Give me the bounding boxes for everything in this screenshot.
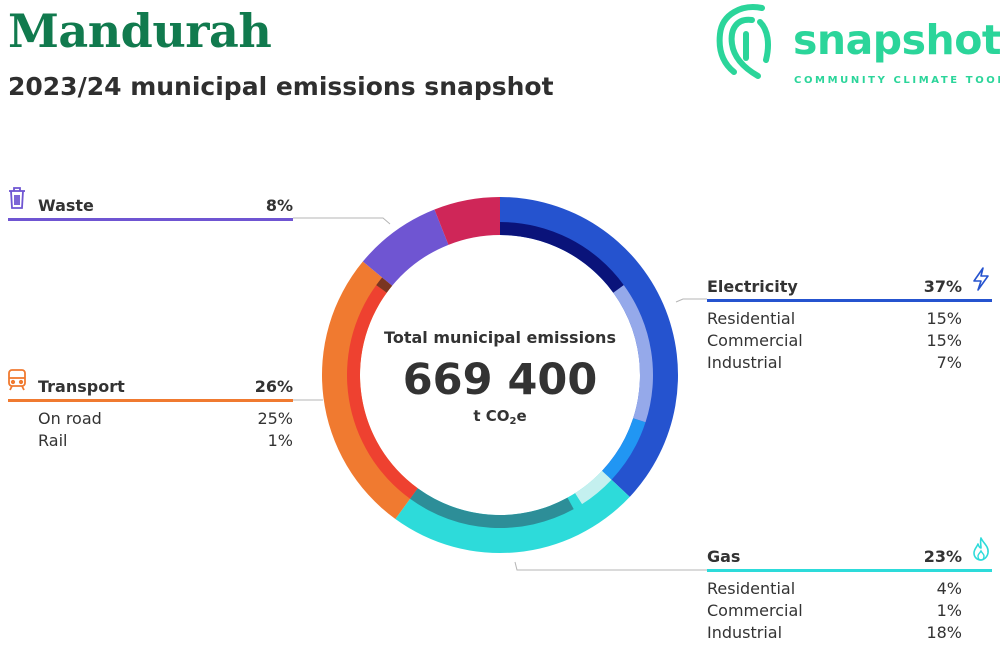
- connector-waste: [293, 217, 391, 225]
- sub-name: Commercial: [707, 601, 803, 620]
- legend-transport-bar: [8, 399, 293, 402]
- legend-electricity-bar: [707, 299, 992, 302]
- train-icon: [8, 369, 26, 391]
- legend-waste-percent: 8%: [265, 196, 293, 215]
- subslice-gas-residential: [575, 470, 612, 505]
- slice-transport: [321, 261, 418, 520]
- center-label: Total municipal emissions: [360, 328, 640, 347]
- legend-electricity: Electricity 37% Residential 15% Commerci…: [707, 277, 992, 374]
- center-value: 669 400: [360, 355, 640, 405]
- legend-electricity-sub-commercial: Commercial 15%: [707, 330, 992, 352]
- subslice-transport-on-road: [347, 285, 418, 499]
- legend-transport: Transport 26% On road 25% Rail 1%: [8, 377, 293, 452]
- sub-name: On road: [38, 409, 102, 428]
- slice-other: [434, 197, 500, 245]
- sub-name: Industrial: [707, 623, 783, 642]
- center-label-text: Total municipal emissions: [384, 328, 616, 347]
- sub-name: Rail: [38, 431, 68, 450]
- legend-gas: Gas 23% Residential 4% Commercial 1% Ind…: [707, 547, 992, 644]
- legend-transport-sub-onroad: On road 25%: [8, 408, 293, 430]
- subslice-electricity-industrial: [602, 418, 646, 480]
- sub-percent: 15%: [926, 309, 962, 328]
- subslice-gas-commercial: [567, 493, 582, 510]
- logo-tagline: COMMUNITY CLIMATE TOOL: [794, 75, 1000, 86]
- legend-gas-bar: [707, 569, 992, 572]
- legend-transport-name: Transport: [38, 377, 125, 396]
- legend-electricity-sub-residential: Residential 15%: [707, 308, 992, 330]
- legend-electricity-sub-industrial: Industrial 7%: [707, 352, 992, 374]
- center-unit: t CO2e: [360, 406, 640, 427]
- sub-name: Industrial: [707, 353, 783, 372]
- slice-waste: [362, 209, 449, 286]
- sub-percent: 25%: [257, 409, 293, 428]
- sub-percent: 7%: [936, 353, 962, 372]
- legend-waste-name: Waste: [38, 196, 94, 215]
- sub-name: Commercial: [707, 331, 803, 350]
- legend-waste: Waste 8%: [8, 196, 293, 227]
- flame-icon: [973, 537, 989, 561]
- page-title: Mandurah: [8, 4, 272, 58]
- trash-icon: [9, 187, 25, 209]
- sub-percent: 4%: [936, 579, 962, 598]
- subslice-transport-rail: [376, 277, 393, 293]
- page-subtitle: 2023/24 municipal emissions snapshot: [8, 72, 554, 101]
- sub-percent: 1%: [936, 601, 962, 620]
- unit-subscript: 2: [509, 416, 517, 427]
- slice-gas: [395, 470, 630, 553]
- legend-gas-percent: 23%: [923, 547, 962, 566]
- unit-tail: e: [516, 407, 527, 425]
- subslice-gas-industrial: [410, 488, 574, 528]
- connector-gas: [514, 561, 707, 571]
- legend-gas-sub-residential: Residential 4%: [707, 578, 992, 600]
- legend-electricity-name: Electricity: [707, 277, 798, 296]
- sub-name: Residential: [707, 579, 796, 598]
- subslice-electricity-commercial: [613, 285, 653, 423]
- connector-electricity: [675, 298, 707, 303]
- legend-transport-sub-rail: Rail 1%: [8, 430, 293, 452]
- center-value-text: 669 400: [402, 355, 598, 405]
- sub-percent: 18%: [926, 623, 962, 642]
- legend-gas-sub-commercial: Commercial 1%: [707, 600, 992, 622]
- legend-electricity-percent: 37%: [923, 277, 962, 296]
- legend-waste-bar: [8, 218, 293, 221]
- snapshot-logo-icon: [716, 4, 771, 79]
- legend-gas-name: Gas: [707, 547, 741, 566]
- logo-wordmark: snapshot: [793, 16, 1000, 64]
- lightning-icon: [973, 267, 989, 291]
- sub-name: Residential: [707, 309, 796, 328]
- sub-percent: 15%: [926, 331, 962, 350]
- sub-percent: 1%: [267, 431, 293, 450]
- legend-transport-percent: 26%: [254, 377, 293, 396]
- legend-gas-sub-industrial: Industrial 18%: [707, 622, 992, 644]
- subslice-electricity-residential: [500, 222, 624, 293]
- unit-text: t CO: [473, 407, 510, 425]
